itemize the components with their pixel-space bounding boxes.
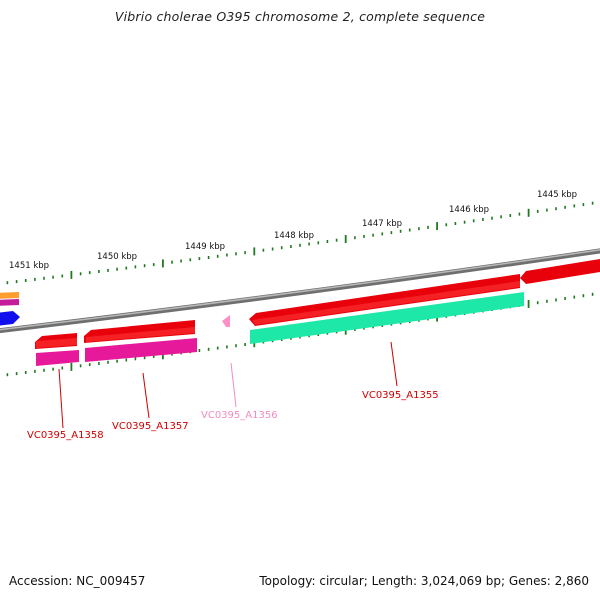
gene-label-a1358[interactable]: VC0395_A1358 [27, 430, 104, 441]
leader-line-a1356 [230, 362, 237, 408]
scale-label-1451: 1451 kbp [9, 261, 49, 271]
gene-label-a1355[interactable]: VC0395_A1355 [362, 390, 439, 401]
gene-magenta-a1358[interactable] [36, 350, 79, 366]
gene-label-a1356[interactable]: VC0395_A1356 [201, 410, 278, 421]
chromosome-backbone [0, 248, 600, 334]
map-title: Vibrio cholerae O395 chromosome 2, compl… [114, 9, 486, 24]
gene-blue-partial[interactable] [0, 311, 20, 326]
scale-label-1450: 1450 kbp [97, 252, 137, 262]
gene-red-a1354[interactable] [520, 259, 600, 284]
scale-label-1449: 1449 kbp [185, 242, 225, 252]
gene-red-a1358-shade [36, 338, 77, 348]
gene-label-a1357[interactable]: VC0395_A1357 [112, 421, 189, 432]
gene-magenta-a1357[interactable] [85, 338, 197, 362]
accession-text: Accession: NC_009457 [9, 574, 146, 588]
leader-line-a1355 [390, 341, 398, 387]
outer-tick-ring [6, 201, 594, 285]
gene-orange-partial[interactable] [0, 292, 19, 299]
scale-label-1447: 1447 kbp [362, 219, 402, 229]
scale-label-1448: 1448 kbp [274, 231, 314, 241]
chromosome-backbone-highlight [0, 249, 600, 331]
gene-magenta-partial[interactable] [0, 299, 19, 306]
summary-text: Topology: circular; Length: 3,024,069 bp… [259, 574, 589, 588]
scale-label-1445: 1445 kbp [537, 190, 577, 200]
gene-pink-a1356[interactable] [222, 315, 230, 327]
gene-green-a1355[interactable] [250, 292, 524, 344]
leader-line-a1357 [142, 372, 150, 419]
leader-line-a1358 [58, 368, 64, 429]
scale-label-1446: 1446 kbp [449, 205, 489, 215]
gene-red-a1357-shade [86, 327, 195, 342]
scale-labels: 1451 kbp 1450 kbp 1449 kbp 1448 kbp 1447… [9, 190, 577, 271]
gene-red-a1355-shade [252, 281, 520, 325]
